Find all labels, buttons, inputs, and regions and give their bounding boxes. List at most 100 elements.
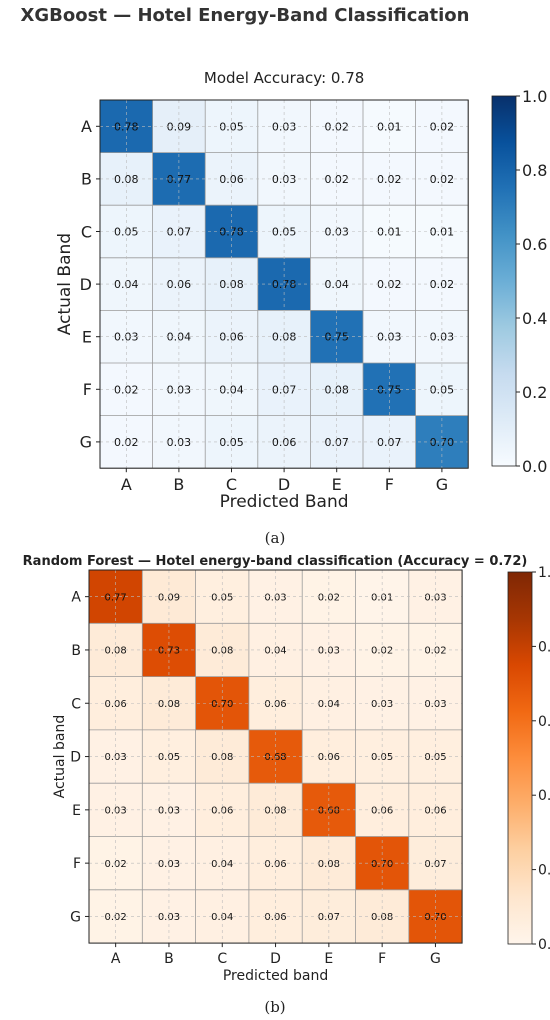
colorbar-tick-label: 0.8 <box>522 161 547 180</box>
x-axis-label: Predicted band <box>223 968 328 984</box>
cell-value-label: 0.78 <box>219 225 244 238</box>
cell-value-label: 0.03 <box>424 592 446 603</box>
heatmap-cell <box>355 889 409 944</box>
cell-value-label: 0.06 <box>167 278 192 291</box>
colorbar-tick-label: 0.8 <box>538 639 550 655</box>
cell-value-label: 0.08 <box>371 912 393 923</box>
x-tick-label: E <box>332 475 342 494</box>
y-axis-label: Actual Band <box>55 233 75 335</box>
y-tick-label: C <box>81 222 92 241</box>
colorbar-tick-label: 0.6 <box>522 235 547 254</box>
cell-value-label: 0.05 <box>114 225 139 238</box>
random-forest-confusion-matrix-panel: Random Forest — Hotel energy-band classi… <box>23 554 550 1016</box>
cell-value-label: 0.01 <box>430 225 455 238</box>
colorbar-tick-label: 0.2 <box>538 863 550 879</box>
cell-value-label: 0.75 <box>324 331 349 344</box>
x-tick-label: G <box>430 951 441 967</box>
x-tick-label: C <box>217 951 227 967</box>
cell-value-label: 0.05 <box>211 592 233 603</box>
heatmap-cell <box>355 836 409 890</box>
heatmap-cell <box>205 257 258 311</box>
cell-value-label: 0.02 <box>424 646 446 657</box>
colorbar-tick-label: 0.4 <box>538 788 550 804</box>
colorbar-tick-label: 0.2 <box>522 383 547 402</box>
y-tick-label: B <box>81 170 92 189</box>
cell-value-label: 0.04 <box>167 331 192 344</box>
colorbar-tick-label: 1.0 <box>522 87 547 106</box>
colorbar <box>507 571 533 945</box>
y-axis-label: Actual band <box>52 715 68 799</box>
y-tick-label: F <box>73 856 81 872</box>
heatmap-cell <box>257 257 311 311</box>
colorbar-tick-label: 0.4 <box>522 309 547 328</box>
cell-value-label: 0.03 <box>158 912 180 923</box>
y-tick-label: A <box>81 117 92 136</box>
x-tick-label: D <box>278 475 290 494</box>
colorbar-tick-label: 0.6 <box>538 714 550 730</box>
cell-value-label: 0.03 <box>114 331 139 344</box>
cell-value-label: 0.02 <box>377 278 402 291</box>
y-tick-label: F <box>83 380 92 399</box>
y-tick-label: E <box>82 327 92 346</box>
x-tick-label: F <box>378 951 386 967</box>
cell-value-label: 0.77 <box>105 592 127 603</box>
panel-caption: (a) <box>265 529 286 547</box>
heatmap-cell <box>257 205 311 258</box>
colorbar-tick-label: 0.0 <box>522 457 547 476</box>
y-tick-label: A <box>71 590 81 606</box>
cell-value-label: 0.07 <box>318 912 340 923</box>
cell-value-label: 0.06 <box>219 331 244 344</box>
y-tick-label: C <box>71 696 81 712</box>
x-tick-label: G <box>436 475 448 494</box>
cell-value-label: 0.78 <box>272 278 297 291</box>
x-tick-label: C <box>226 475 237 494</box>
cell-value-label: 0.02 <box>371 646 393 657</box>
cell-value-label: 0.02 <box>318 592 340 603</box>
colorbar-tick-label: 0.0 <box>538 937 550 953</box>
cell-value-label: 0.05 <box>272 225 297 238</box>
cell-value-label: 0.03 <box>264 592 286 603</box>
panel-caption: (b) <box>264 998 285 1016</box>
cell-value-label: 0.08 <box>105 646 127 657</box>
cell-value-label: 0.70 <box>424 912 446 923</box>
y-tick-label: D <box>80 275 92 294</box>
cell-value-label: 0.04 <box>211 912 233 923</box>
y-tick-label: G <box>70 909 81 925</box>
chart-title: Random Forest — Hotel energy-band classi… <box>23 554 528 569</box>
y-tick-label: B <box>71 643 81 659</box>
y-tick-label: E <box>72 803 81 819</box>
x-axis-label: Predicted Band <box>220 492 349 512</box>
cell-value-label: 0.02 <box>105 912 127 923</box>
cell-value-label: 0.03 <box>318 646 340 657</box>
x-tick-label: A <box>121 475 132 494</box>
cell-value-label: 0.01 <box>371 592 393 603</box>
cell-value-label: 0.06 <box>264 912 286 923</box>
cell-value-label: 0.03 <box>377 331 402 344</box>
heatmap-cell <box>205 205 258 258</box>
cell-value-label: 0.73 <box>158 646 180 657</box>
cell-value-label: 0.03 <box>430 331 455 344</box>
y-tick-label: D <box>70 750 81 766</box>
chart-title: Model Accuracy: 0.78 <box>204 69 364 87</box>
figure-suptitle: XGBoost — Hotel Energy-Band Classificati… <box>21 5 470 26</box>
cell-value-label: 0.04 <box>114 278 139 291</box>
cell-value-label: 0.07 <box>167 225 192 238</box>
heatmap-cell <box>408 836 463 890</box>
x-tick-label: D <box>270 951 281 967</box>
cell-value-label: 0.08 <box>272 331 297 344</box>
heatmap-cell <box>408 889 463 944</box>
x-tick-label: E <box>324 951 333 967</box>
colorbar-tick-label: 1.0 <box>538 565 550 581</box>
x-tick-label: B <box>164 951 174 967</box>
cell-value-label: 0.04 <box>324 278 349 291</box>
x-tick-label: B <box>173 475 184 494</box>
cell-value-label: 0.01 <box>377 225 402 238</box>
x-tick-label: A <box>111 951 121 967</box>
x-tick-label: F <box>385 475 394 494</box>
colorbar <box>491 95 517 467</box>
y-tick-label: G <box>80 433 92 452</box>
cell-value-label: 0.08 <box>219 278 244 291</box>
cell-value-label: 0.04 <box>264 646 286 657</box>
cell-value-label: 0.09 <box>158 592 180 603</box>
